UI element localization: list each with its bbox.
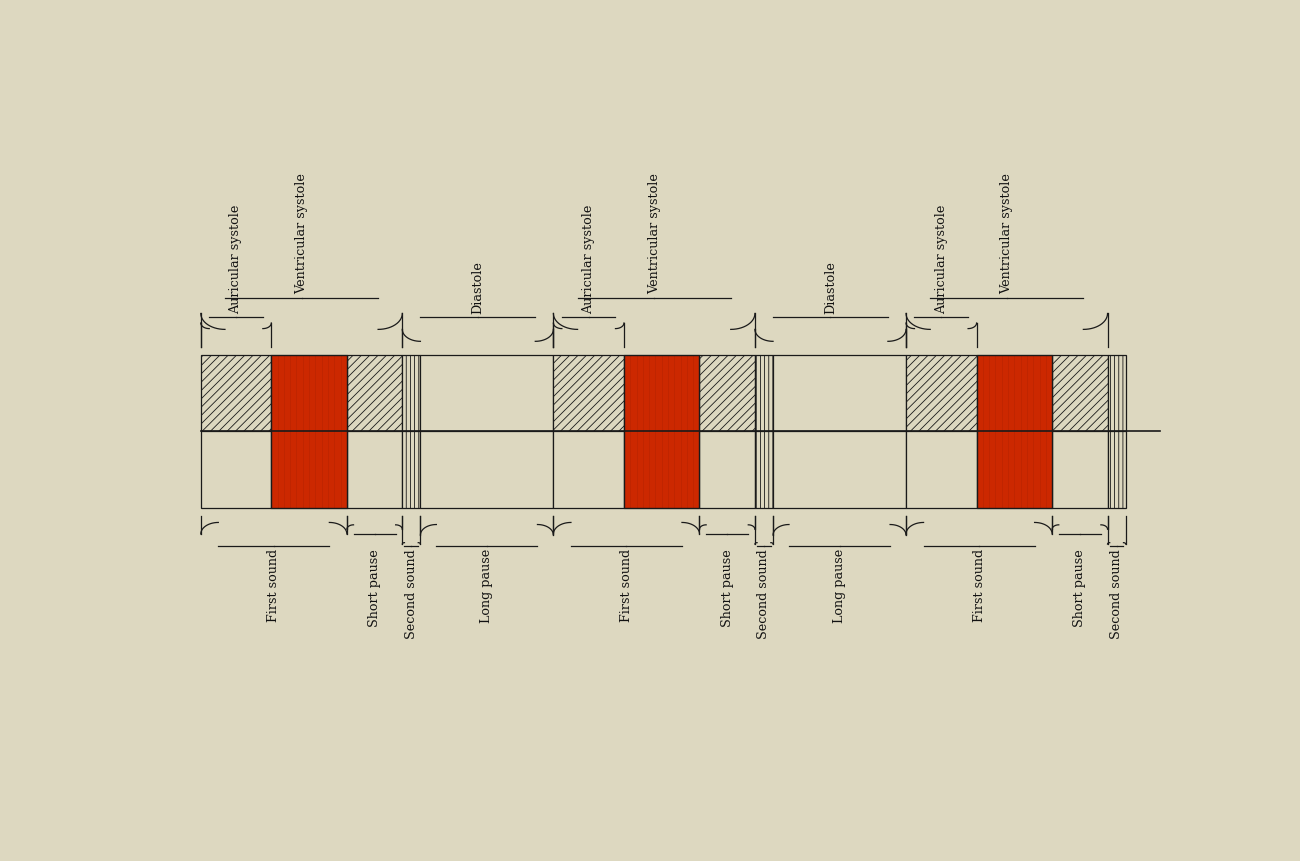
Bar (624, 431, 699, 508)
Bar (200, 356, 272, 431)
Text: Auricular systole: Auricular systole (935, 205, 948, 314)
Text: First sound: First sound (268, 548, 281, 622)
Bar (402, 431, 420, 508)
Text: Second sound: Second sound (404, 548, 417, 639)
Bar (200, 431, 272, 508)
Bar (272, 356, 347, 508)
Bar (554, 431, 624, 508)
Text: Long pause: Long pause (833, 548, 846, 623)
Bar (774, 356, 906, 431)
Bar (420, 356, 554, 431)
Bar (976, 356, 1052, 431)
Bar (272, 431, 347, 508)
Bar (906, 431, 976, 508)
Bar (1108, 431, 1126, 508)
Bar (402, 356, 420, 431)
Bar (976, 431, 1052, 508)
Text: Long pause: Long pause (481, 548, 494, 623)
Bar (755, 356, 774, 431)
Text: Diastole: Diastole (472, 261, 485, 314)
Bar (624, 356, 699, 431)
Text: Second sound: Second sound (1110, 548, 1123, 639)
Text: Ventricular systole: Ventricular systole (295, 173, 308, 294)
Bar (976, 356, 1052, 508)
Bar (347, 356, 402, 431)
Bar (347, 431, 402, 508)
Text: First sound: First sound (620, 548, 633, 622)
Bar (272, 356, 347, 431)
Bar (699, 431, 755, 508)
Text: Diastole: Diastole (824, 261, 837, 314)
Bar (699, 356, 755, 431)
Bar (1108, 356, 1126, 431)
Bar (755, 431, 774, 508)
Text: Short pause: Short pause (368, 548, 381, 627)
Text: Ventricular systole: Ventricular systole (1000, 173, 1013, 294)
Text: Second sound: Second sound (758, 548, 771, 639)
Bar (1052, 356, 1108, 431)
Bar (1052, 431, 1108, 508)
Text: Ventricular systole: Ventricular systole (647, 173, 660, 294)
Text: First sound: First sound (972, 548, 985, 622)
Bar (554, 356, 624, 431)
Text: Auricular systole: Auricular systole (230, 205, 243, 314)
Bar (774, 431, 906, 508)
Text: Short pause: Short pause (720, 548, 733, 627)
Text: Auricular systole: Auricular systole (582, 205, 595, 314)
Bar (906, 356, 976, 431)
Bar (624, 356, 699, 508)
Bar (420, 431, 554, 508)
Text: Short pause: Short pause (1074, 548, 1087, 627)
